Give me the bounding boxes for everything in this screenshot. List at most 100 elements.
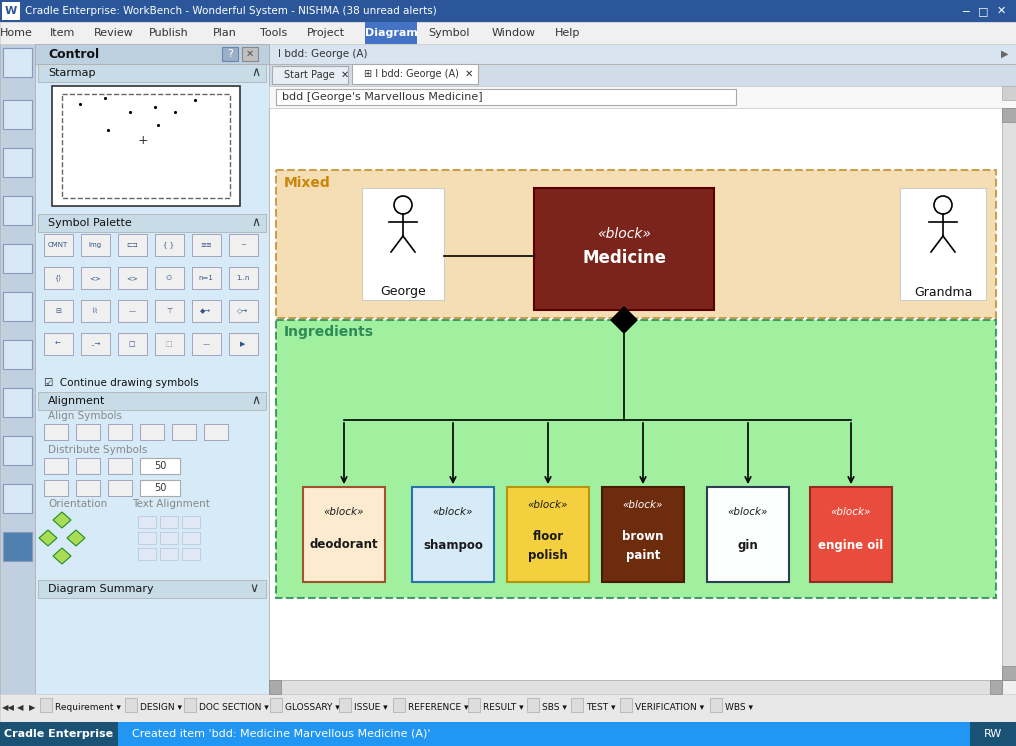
FancyBboxPatch shape	[184, 698, 196, 712]
FancyBboxPatch shape	[229, 234, 258, 256]
FancyBboxPatch shape	[160, 548, 178, 560]
FancyBboxPatch shape	[38, 214, 266, 232]
Text: Help: Help	[556, 28, 581, 38]
FancyBboxPatch shape	[1002, 86, 1016, 100]
FancyBboxPatch shape	[2, 2, 20, 20]
FancyBboxPatch shape	[3, 292, 31, 321]
FancyBboxPatch shape	[468, 698, 480, 712]
Text: 1..n: 1..n	[237, 275, 250, 281]
FancyBboxPatch shape	[38, 64, 266, 82]
FancyBboxPatch shape	[140, 480, 180, 496]
Text: Orientation: Orientation	[48, 499, 108, 509]
FancyBboxPatch shape	[276, 89, 736, 105]
FancyBboxPatch shape	[81, 300, 110, 322]
Text: ?: ?	[227, 49, 233, 59]
FancyBboxPatch shape	[118, 267, 147, 289]
FancyBboxPatch shape	[1002, 108, 1016, 122]
Text: Text Alignment: Text Alignment	[132, 499, 210, 509]
FancyBboxPatch shape	[276, 320, 996, 598]
FancyBboxPatch shape	[620, 698, 632, 712]
FancyBboxPatch shape	[118, 300, 147, 322]
FancyBboxPatch shape	[76, 480, 100, 496]
FancyBboxPatch shape	[269, 44, 1016, 64]
Text: ◆→: ◆→	[200, 308, 211, 314]
Text: +: +	[138, 134, 148, 146]
Text: { }: { }	[164, 242, 175, 248]
FancyBboxPatch shape	[182, 516, 200, 528]
FancyBboxPatch shape	[118, 234, 147, 256]
Text: ∧: ∧	[251, 395, 260, 407]
FancyBboxPatch shape	[707, 487, 789, 582]
FancyBboxPatch shape	[172, 424, 196, 440]
FancyBboxPatch shape	[81, 333, 110, 355]
Text: ≡≡: ≡≡	[200, 242, 212, 248]
Text: Item: Item	[51, 28, 75, 38]
Text: ✕: ✕	[997, 6, 1006, 16]
FancyBboxPatch shape	[507, 487, 589, 582]
FancyBboxPatch shape	[52, 86, 240, 206]
Text: Review: Review	[94, 28, 134, 38]
Text: <>: <>	[126, 275, 138, 281]
FancyBboxPatch shape	[44, 458, 68, 474]
Text: img: img	[88, 242, 102, 248]
Text: brown: brown	[622, 530, 663, 544]
FancyBboxPatch shape	[160, 516, 178, 528]
FancyBboxPatch shape	[160, 532, 178, 544]
FancyBboxPatch shape	[192, 234, 221, 256]
Text: ▶: ▶	[1001, 49, 1009, 59]
FancyBboxPatch shape	[140, 458, 180, 474]
FancyBboxPatch shape	[0, 722, 1016, 746]
FancyBboxPatch shape	[125, 698, 137, 712]
Text: ✕: ✕	[246, 49, 254, 59]
Text: Starmap: Starmap	[48, 68, 96, 78]
Text: RW: RW	[983, 729, 1002, 739]
Text: floor: floor	[532, 530, 564, 544]
FancyBboxPatch shape	[229, 300, 258, 322]
Text: «block»: «block»	[528, 500, 568, 510]
Text: Symbol: Symbol	[429, 28, 469, 38]
Text: Grandma: Grandma	[913, 286, 972, 298]
FancyBboxPatch shape	[3, 196, 31, 225]
FancyBboxPatch shape	[108, 480, 132, 496]
FancyBboxPatch shape	[155, 267, 184, 289]
Text: gin: gin	[738, 539, 758, 551]
FancyBboxPatch shape	[527, 698, 539, 712]
Text: WBS ▾: WBS ▾	[725, 703, 753, 712]
Text: Cradle Enterprise: WorkBench - Wonderful System - NISHMA (38 unread alerts): Cradle Enterprise: WorkBench - Wonderful…	[25, 6, 437, 16]
Text: Distribute Symbols: Distribute Symbols	[48, 445, 147, 455]
Text: ☑  Continue drawing symbols: ☑ Continue drawing symbols	[44, 378, 199, 388]
Text: REFERENCE ▾: REFERENCE ▾	[408, 703, 468, 712]
FancyBboxPatch shape	[3, 340, 31, 369]
FancyBboxPatch shape	[3, 148, 31, 177]
Text: ⊏⊐: ⊏⊐	[126, 242, 138, 248]
FancyBboxPatch shape	[3, 244, 31, 273]
FancyBboxPatch shape	[44, 424, 68, 440]
FancyBboxPatch shape	[44, 333, 73, 355]
FancyBboxPatch shape	[571, 698, 583, 712]
FancyBboxPatch shape	[352, 64, 478, 84]
Text: ⌇⌇: ⌇⌇	[91, 308, 99, 314]
FancyBboxPatch shape	[269, 64, 1016, 86]
Text: «block»: «block»	[433, 507, 473, 517]
Text: ▶: ▶	[241, 341, 246, 347]
Text: —: —	[128, 308, 135, 314]
FancyBboxPatch shape	[3, 532, 31, 561]
FancyBboxPatch shape	[269, 86, 1016, 108]
Text: ←: ←	[55, 341, 61, 347]
Text: ◀: ◀	[16, 703, 23, 712]
FancyBboxPatch shape	[81, 234, 110, 256]
FancyBboxPatch shape	[1002, 666, 1016, 680]
FancyBboxPatch shape	[182, 532, 200, 544]
Text: Requirement ▾: Requirement ▾	[55, 703, 121, 712]
Text: Created item 'bdd: Medicine Marvellous Medicine (A)': Created item 'bdd: Medicine Marvellous M…	[132, 729, 431, 739]
Text: George: George	[380, 286, 426, 298]
FancyBboxPatch shape	[602, 487, 684, 582]
FancyBboxPatch shape	[140, 424, 164, 440]
FancyBboxPatch shape	[223, 47, 238, 61]
Text: ⊤: ⊤	[166, 308, 172, 314]
FancyBboxPatch shape	[155, 234, 184, 256]
FancyBboxPatch shape	[272, 66, 348, 84]
FancyBboxPatch shape	[3, 436, 31, 465]
Polygon shape	[67, 530, 85, 546]
Text: <>: <>	[89, 275, 101, 281]
